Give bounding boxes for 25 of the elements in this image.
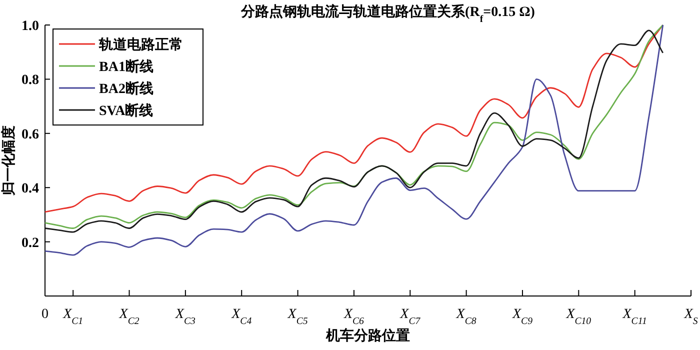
y-axis-title: 归一化幅度	[0, 126, 17, 196]
x-tick-label: X$_{C8}$	[455, 307, 476, 326]
y-tick-label: 1.0	[22, 19, 39, 34]
x-axis-title: 机车分路位置	[325, 327, 410, 344]
x-tick-label: 0	[42, 307, 48, 322]
x-tick-label: X$_{S}$	[683, 307, 698, 326]
x-tick-label: X$_{C5}$	[286, 307, 308, 326]
y-tick-label: 0.2	[22, 236, 39, 251]
x-tick-label: X$_{C2}$	[118, 307, 140, 326]
legend-label: BA2断线	[99, 81, 154, 97]
x-tick-label: X$_{C6}$	[342, 307, 364, 326]
legend-label: SVA断线	[99, 103, 154, 119]
x-tick-label: X$_{C3}$	[174, 307, 196, 326]
x-tick-label: X$_{C7}$	[399, 307, 422, 326]
x-tick-label: X$_{C1}$	[62, 307, 84, 326]
y-tick-label: 0.4	[22, 182, 39, 197]
legend-label: 轨道电路正常	[98, 37, 183, 53]
x-tick-label: X$_{C10}$	[565, 307, 592, 326]
legend-label: BA1断线	[99, 59, 154, 75]
x-tick-label: X$_{C9}$	[511, 307, 533, 326]
chart-title: 分路点钢轨电流与轨道电路位置关系(R$_{f}$=0.15 Ω)	[240, 3, 536, 24]
x-tick-label: X$_{C4}$	[230, 307, 252, 326]
y-tick-label: 0.8	[22, 73, 39, 88]
y-tick-label: 0.6	[22, 127, 39, 142]
x-tick-label: X$_{C11}$	[622, 307, 647, 326]
